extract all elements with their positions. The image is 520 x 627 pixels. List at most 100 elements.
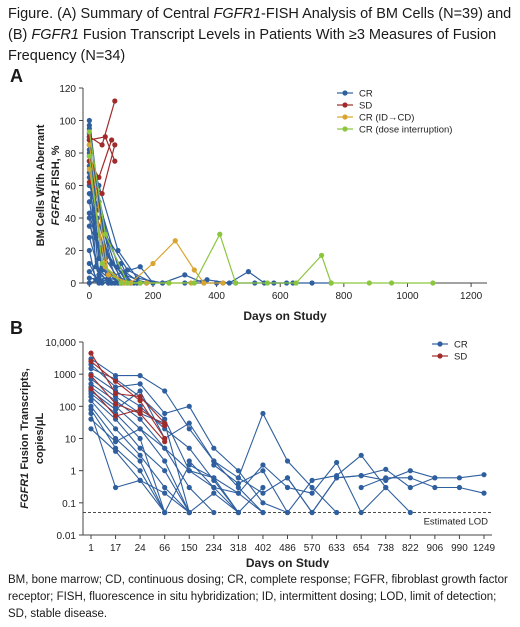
legend-label-b: SD <box>454 352 467 363</box>
data-point-b <box>137 435 143 442</box>
data-point-b <box>260 484 266 491</box>
data-point-b <box>260 410 266 417</box>
data-point-a <box>166 280 172 286</box>
data-point-a <box>191 280 197 286</box>
series-line-a <box>88 131 433 284</box>
data-point-a <box>86 210 92 216</box>
data-point-b <box>88 406 94 413</box>
data-point-b <box>260 468 266 474</box>
data-point-b <box>137 373 143 379</box>
data-point-b <box>162 458 168 464</box>
y-tick-label-a: 80 <box>65 149 77 160</box>
data-point-b <box>235 480 241 487</box>
data-point-b <box>112 439 119 445</box>
data-point-b <box>235 484 241 491</box>
x-axis-label-a: Days on Study <box>243 309 327 323</box>
panel-a-letter: A <box>10 66 23 86</box>
data-point-b <box>162 445 168 451</box>
y-axis-label-b-line2: copies/μL <box>34 413 46 465</box>
data-point-b <box>137 398 143 404</box>
data-point-b <box>137 406 143 413</box>
data-point-b <box>309 477 315 483</box>
y-tick-label-a: 40 <box>65 214 77 225</box>
data-point-b <box>186 484 192 491</box>
data-point-b <box>481 490 487 496</box>
x-tick-label-a: 800 <box>336 291 353 302</box>
data-point-a <box>172 238 178 244</box>
x-tick-label-b: 654 <box>353 543 370 554</box>
data-point-b <box>186 445 192 451</box>
data-point-a <box>430 280 436 286</box>
data-point-b <box>407 484 413 491</box>
data-point-a <box>86 280 92 286</box>
y-tick-label-b: 100 <box>59 402 76 413</box>
data-point-b <box>383 475 389 481</box>
x-tick-label-b: 66 <box>159 543 171 554</box>
x-tick-label-b: 17 <box>110 543 122 554</box>
data-point-a <box>293 280 299 286</box>
data-point-a <box>86 215 92 221</box>
data-point-a <box>204 277 210 283</box>
x-tick-label-b: 738 <box>377 543 394 554</box>
data-point-a <box>109 137 115 143</box>
data-point-a <box>388 280 395 286</box>
data-point-b <box>211 484 217 491</box>
data-point-a <box>96 280 102 286</box>
data-point-a <box>217 231 223 237</box>
data-point-b <box>260 509 266 516</box>
data-point-a <box>233 280 239 286</box>
data-point-a <box>191 267 197 273</box>
data-point-b <box>88 358 94 364</box>
y-tick-label-a: 120 <box>59 84 76 95</box>
panel-b-letter: B <box>10 318 23 338</box>
legend-marker-a <box>342 102 348 108</box>
data-point-b <box>137 416 143 422</box>
series-line-b <box>90 367 264 513</box>
data-point-b <box>407 475 413 481</box>
series-line-b <box>90 375 166 442</box>
data-point-b <box>186 426 192 432</box>
y-tick-label-b: 0.01 <box>57 531 77 542</box>
data-point-a <box>99 142 105 148</box>
data-point-a <box>118 280 124 286</box>
data-point-b <box>432 484 438 491</box>
lod-label: Estimated LOD <box>424 517 489 528</box>
data-point-b <box>260 490 266 496</box>
y-label-gene-b: FGFR1 <box>19 473 31 509</box>
y-tick-label-b: 1000 <box>54 370 77 381</box>
data-point-b <box>284 484 291 491</box>
data-point-a <box>99 260 105 267</box>
data-point-b <box>112 390 119 397</box>
y-label-rest-b: Fusion Transcripts, <box>19 368 31 473</box>
data-point-b <box>137 477 143 483</box>
data-point-b <box>309 509 315 516</box>
legend-marker-b <box>437 353 443 359</box>
data-point-b <box>235 490 241 496</box>
legend-label-b: CR <box>454 340 468 351</box>
y-tick-label-b: 1 <box>70 467 76 478</box>
data-point-b <box>186 403 192 409</box>
data-point-a <box>105 272 112 278</box>
data-point-b <box>112 484 119 491</box>
data-point-b <box>162 388 168 394</box>
data-point-b <box>456 484 463 491</box>
data-point-b <box>432 475 438 481</box>
y-tick-label-b: 10 <box>65 435 77 446</box>
data-point-b <box>137 445 143 451</box>
data-point-b <box>358 473 364 479</box>
title-text-3: Fusion Transcript Levels in Patients Wit… <box>8 27 497 64</box>
data-point-a <box>86 117 92 124</box>
data-point-a <box>86 129 92 135</box>
data-point-a <box>112 158 118 164</box>
x-tick-label-a: 600 <box>272 291 289 302</box>
data-point-b <box>260 462 266 468</box>
data-point-b <box>112 401 119 407</box>
data-point-a <box>86 234 92 241</box>
x-tick-label-b: 150 <box>181 543 198 554</box>
data-point-b <box>309 490 315 496</box>
data-point-b <box>211 462 217 468</box>
data-point-b <box>309 484 315 491</box>
data-point-b <box>211 445 217 451</box>
data-point-a <box>86 275 92 281</box>
